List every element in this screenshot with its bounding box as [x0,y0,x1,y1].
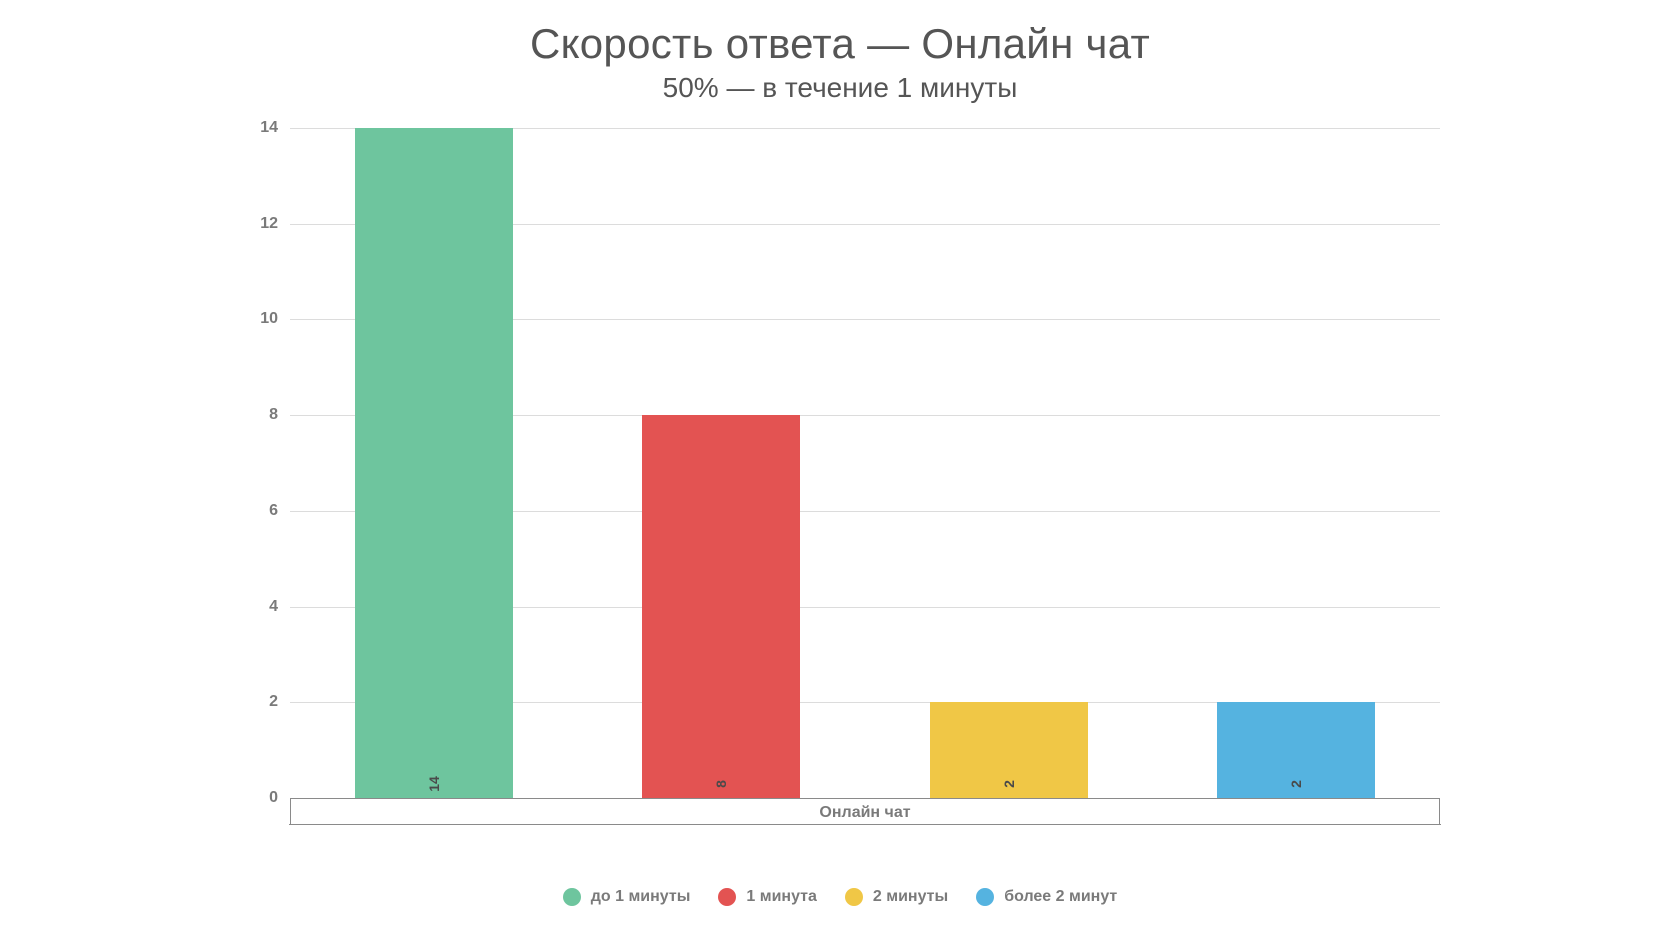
legend-label: до 1 минуты [591,888,691,906]
legend-item: 2 минуты [845,888,948,906]
chart-titles: Скорость ответа — Онлайн чат 50% — в теч… [0,20,1680,104]
bar: 14 [355,128,513,798]
bar: 8 [642,415,800,798]
y-tick-label: 2 [269,693,290,711]
x-category-label: Онлайн чат [290,804,1440,822]
bar: 2 [1217,702,1375,798]
legend-label: более 2 минут [1004,888,1117,906]
y-tick-label: 0 [269,789,290,807]
legend-item: 1 минута [718,888,817,906]
legend-dot-icon [718,888,736,906]
y-tick-label: 12 [260,215,290,233]
bar: 2 [930,702,1088,798]
legend-dot-icon [845,888,863,906]
legend-dot-icon [563,888,581,906]
plot-area: 0246810121414822Онлайн чат [290,128,1440,798]
axis-bracket-floor [289,824,1441,825]
bar-value-label: 8 [713,780,729,788]
legend-label: 1 минута [746,888,817,906]
chart-title: Скорость ответа — Онлайн чат [0,20,1680,68]
y-tick-label: 10 [260,310,290,328]
legend-item: более 2 минут [976,888,1117,906]
bar-value-label: 2 [1288,780,1304,788]
legend: до 1 минуты 1 минута 2 минуты более 2 минут [0,888,1680,906]
bar-value-label: 2 [1001,780,1017,788]
y-tick-label: 6 [269,502,290,520]
y-tick-label: 8 [269,406,290,424]
bar-value-label: 14 [426,776,442,792]
axis-baseline [290,798,1440,799]
legend-item: до 1 минуты [563,888,691,906]
y-tick-label: 4 [269,598,290,616]
legend-dot-icon [976,888,994,906]
bar-chart: 0246810121414822Онлайн чат [290,128,1440,798]
chart-subtitle: 50% — в течение 1 минуты [0,72,1680,104]
chart-container: Скорость ответа — Онлайн чат 50% — в теч… [0,0,1680,946]
legend-label: 2 минуты [873,888,948,906]
y-tick-label: 14 [260,119,290,137]
